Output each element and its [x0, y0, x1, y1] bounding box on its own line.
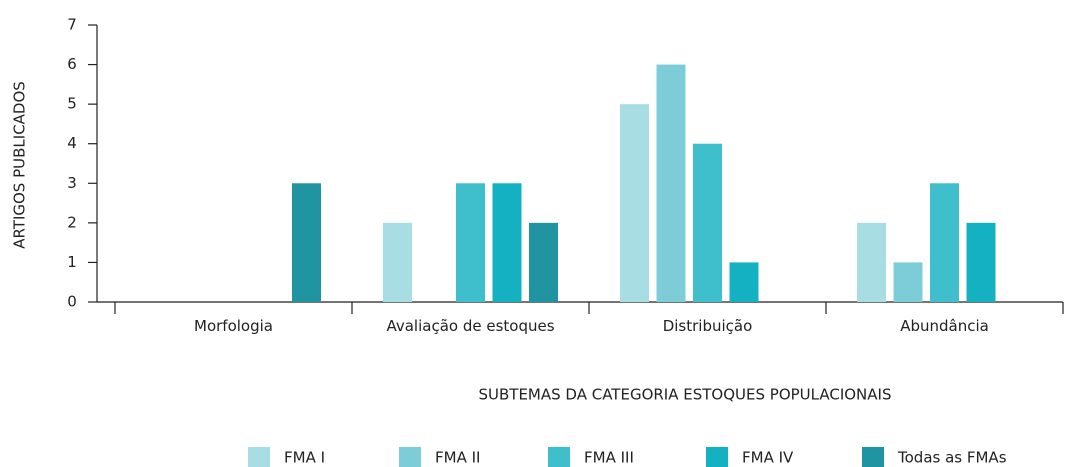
- legend-label: Todas as FMAs: [897, 449, 1007, 467]
- y-tick-label: 3: [67, 174, 77, 192]
- legend-swatch: [248, 447, 270, 467]
- y-tick-label: 7: [67, 16, 77, 34]
- x-tick-label: Distribuição: [662, 317, 753, 335]
- x-axis-label: SUBTEMAS DA CATEGORIA ESTOQUES POPULACIO…: [479, 386, 892, 404]
- legend-label: FMA II: [435, 449, 480, 467]
- legend-label: FMA IV: [742, 449, 794, 467]
- bar: [656, 64, 686, 302]
- legend-swatch: [862, 447, 884, 467]
- x-tick-label: Morfologia: [194, 317, 273, 335]
- bar: [292, 183, 321, 302]
- legend-label: FMA III: [584, 449, 634, 467]
- x-tick-label: Abundância: [900, 317, 989, 335]
- y-tick-label: 2: [67, 213, 77, 231]
- bar: [383, 222, 412, 302]
- y-tick-label: 1: [67, 253, 77, 271]
- y-tick-label: 5: [67, 95, 77, 113]
- legend-swatch: [548, 447, 570, 467]
- y-tick-label: 4: [67, 134, 77, 152]
- bar: [966, 222, 996, 302]
- x-tick-label: Avaliação de estoques: [386, 317, 555, 335]
- bar: [857, 222, 886, 302]
- y-axis-label: ARTIGOS PUBLICADOS: [11, 81, 29, 249]
- bar: [620, 104, 649, 303]
- legend-label: FMA I: [284, 449, 325, 467]
- bar: [529, 222, 558, 302]
- bar: [693, 143, 722, 302]
- bar: [930, 183, 959, 302]
- bar: [456, 183, 485, 302]
- bar: [729, 262, 759, 302]
- bar: [893, 262, 923, 302]
- bar: [492, 183, 522, 302]
- y-tick-label: 0: [67, 293, 77, 311]
- legend-swatch: [706, 447, 728, 467]
- legend-swatch: [399, 447, 421, 467]
- y-tick-label: 6: [67, 55, 77, 73]
